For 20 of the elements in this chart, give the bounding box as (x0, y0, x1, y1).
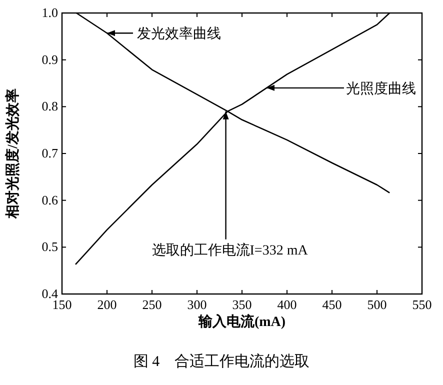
x-tick-label: 350 (232, 297, 252, 312)
x-axis-title: 输入电流(mA) (197, 313, 286, 330)
x-tick-label: 550 (412, 297, 432, 312)
x-tick-label: 250 (142, 297, 162, 312)
x-tick-label: 200 (97, 297, 117, 312)
annotation: 发光效率曲线 (137, 26, 221, 42)
y-tick-label: 0.7 (42, 146, 58, 160)
x-tick-label: 300 (187, 297, 207, 312)
annotation: 光照度曲线 (346, 80, 416, 97)
y-tick-label: 1.0 (42, 5, 58, 20)
y-tick-label: 0.8 (42, 98, 58, 114)
y-tick-label: 0.5 (42, 239, 58, 254)
text: 图 4 合适工作电流的选取 (133, 353, 310, 370)
annotation: 选取的工作电流I=332 mA (152, 242, 309, 258)
x-tick-label: 400 (277, 297, 297, 312)
y-axis-title: 相对光照度/发光效率 (4, 88, 21, 220)
x-tick-label: 450 (322, 297, 342, 312)
y-tick-label: 0.9 (42, 52, 58, 67)
x-tick-label: 500 (367, 297, 387, 312)
y-tick-label: 0.6 (42, 192, 58, 208)
